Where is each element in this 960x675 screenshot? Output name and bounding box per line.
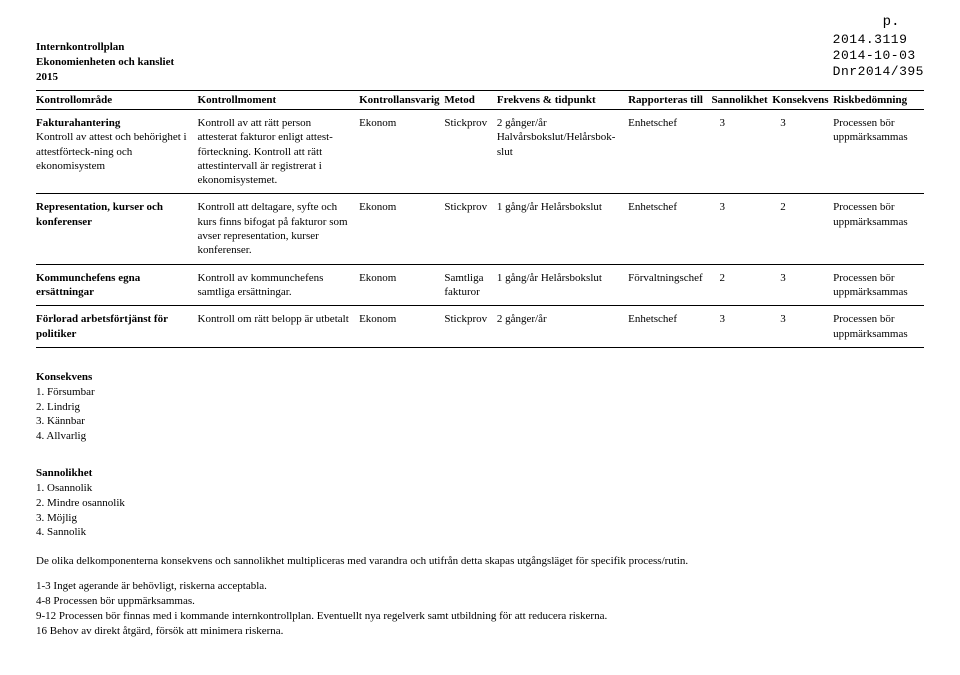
cell-moment: Kontroll av kommunchefens samtliga ersät… xyxy=(198,264,360,306)
area-bold: Fakturahantering xyxy=(36,117,120,129)
cell-risk: Processen bör uppmärksammas xyxy=(833,110,924,194)
note-line: 9-12 Processen bör finnas med i kommande… xyxy=(36,609,924,624)
cell-sanno: 3 xyxy=(711,306,772,348)
cell-sanno: 3 xyxy=(711,110,772,194)
cell-sanno: 3 xyxy=(711,194,772,264)
cell-sanno: 2 xyxy=(711,264,772,306)
note-line: De olika delkomponenterna konsekvens och… xyxy=(36,554,924,569)
cell-rapport: Enhetschef xyxy=(628,194,711,264)
col-header: Rapporteras till xyxy=(628,91,711,110)
page-header: Internkontrollplan Ekonomienheten och ka… xyxy=(36,28,924,84)
cell-risk: Processen bör uppmärksammas xyxy=(833,194,924,264)
header-left: Internkontrollplan Ekonomienheten och ka… xyxy=(36,40,174,85)
area-bold: Representation, kurser och konferenser xyxy=(36,201,163,227)
cell-risk: Processen bör uppmärksammas xyxy=(833,306,924,348)
legend-item: 4. Sannolik xyxy=(36,525,924,540)
cell-frekvens: 2 gånger/år Halvårsbokslut/Helårsbok-slu… xyxy=(497,110,628,194)
doc-year: 2015 xyxy=(36,70,174,85)
doc-subtitle: Ekonomienheten och kansliet xyxy=(36,55,174,70)
area-bold: Förlorad arbetsförtjänst för politiker xyxy=(36,313,168,339)
table-row: Representation, kurser och konferenser K… xyxy=(36,194,924,264)
cell-area: Representation, kurser och konferenser xyxy=(36,194,198,264)
area-rest: Kontroll av attest och behörighet i atte… xyxy=(36,131,187,172)
page-mark: p. xyxy=(883,14,924,32)
cell-konse: 3 xyxy=(772,306,833,348)
col-header: Kontrollmoment xyxy=(198,91,360,110)
cell-metod: Samtliga fakturor xyxy=(444,264,497,306)
ref-code: 2014.3119 xyxy=(833,32,924,48)
cell-area: Förlorad arbetsförtjänst för politiker xyxy=(36,306,198,348)
cell-area: Kommunchefens egna ersättningar xyxy=(36,264,198,306)
note-line: 16 Behov av direkt åtgärd, försök att mi… xyxy=(36,624,924,639)
doc-title: Internkontrollplan xyxy=(36,40,174,55)
table-row: Förlorad arbetsförtjänst för politiker K… xyxy=(36,306,924,348)
legend-head: Konsekvens xyxy=(36,370,924,385)
legend-item: 1. Försumbar xyxy=(36,385,924,400)
col-header: Kontrollansvarig xyxy=(359,91,444,110)
cell-ansvarig: Ekonom xyxy=(359,306,444,348)
legend-item: 1. Osannolik xyxy=(36,481,924,496)
col-header: Frekvens & tidpunkt xyxy=(497,91,628,110)
table-row: Kommunchefens egna ersättningar Kontroll… xyxy=(36,264,924,306)
cell-metod: Stickprov xyxy=(444,110,497,194)
legend-head: Sannolikhet xyxy=(36,466,924,481)
cell-frekvens: 1 gång/år Helårsbokslut xyxy=(497,264,628,306)
control-table: Kontrollområde Kontrollmoment Kontrollan… xyxy=(36,90,924,348)
cell-metod: Stickprov xyxy=(444,306,497,348)
legend-item: 3. Möjlig xyxy=(36,511,924,526)
cell-area: Fakturahantering Kontroll av attest och b… xyxy=(36,110,198,194)
table-row: Fakturahantering Kontroll av attest och b… xyxy=(36,110,924,194)
ref-date: 2014-10-03 xyxy=(833,48,924,64)
cell-risk: Processen bör uppmärksammas xyxy=(833,264,924,306)
col-header: Konsekvens xyxy=(772,91,833,110)
area-bold: Kommunchefens egna ersättningar xyxy=(36,272,140,298)
legend-item: 3. Kännbar xyxy=(36,414,924,429)
cell-konse: 2 xyxy=(772,194,833,264)
cell-frekvens: 1 gång/år Helårsbokslut xyxy=(497,194,628,264)
legend-item: 2. Lindrig xyxy=(36,400,924,415)
cell-moment: Kontroll av att rätt person attesterat f… xyxy=(198,110,360,194)
cell-ansvarig: Ekonom xyxy=(359,264,444,306)
legend-sannolikhet: Sannolikhet 1. Osannolik 2. Mindre osann… xyxy=(36,466,924,540)
col-header: Sannolikhet xyxy=(711,91,772,110)
table-head: Kontrollområde Kontrollmoment Kontrollan… xyxy=(36,91,924,110)
cell-ansvarig: Ekonom xyxy=(359,110,444,194)
legend-item: 4. Allvarlig xyxy=(36,429,924,444)
col-header: Metod xyxy=(444,91,497,110)
cell-frekvens: 2 gånger/år xyxy=(497,306,628,348)
cell-metod: Stickprov xyxy=(444,194,497,264)
table-body: Fakturahantering Kontroll av attest och b… xyxy=(36,110,924,348)
col-header: Riskbedömning xyxy=(833,91,924,110)
col-header: Kontrollområde xyxy=(36,91,198,110)
cell-konse: 3 xyxy=(772,264,833,306)
note-line: 4-8 Processen bör uppmärksammas. xyxy=(36,594,924,609)
note-line: 1-3 Inget agerande är behövligt, riskern… xyxy=(36,579,924,594)
cell-konse: 3 xyxy=(772,110,833,194)
cell-rapport: Enhetschef xyxy=(628,306,711,348)
cell-moment: Kontroll att deltagare, syfte och kurs f… xyxy=(198,194,360,264)
notes-block: De olika delkomponenterna konsekvens och… xyxy=(36,554,924,638)
header-right: p. 2014.3119 2014-10-03 Dnr2014/395 xyxy=(833,14,924,80)
cell-rapport: Enhetschef xyxy=(628,110,711,194)
cell-moment: Kontroll om rätt belopp är utbetalt xyxy=(198,306,360,348)
legend-konsekvens: Konsekvens 1. Försumbar 2. Lindrig 3. Kä… xyxy=(36,370,924,444)
legend-item: 2. Mindre osannolik xyxy=(36,496,924,511)
cell-ansvarig: Ekonom xyxy=(359,194,444,264)
cell-rapport: Förvaltningschef xyxy=(628,264,711,306)
ref-dnr: Dnr2014/395 xyxy=(833,64,924,80)
